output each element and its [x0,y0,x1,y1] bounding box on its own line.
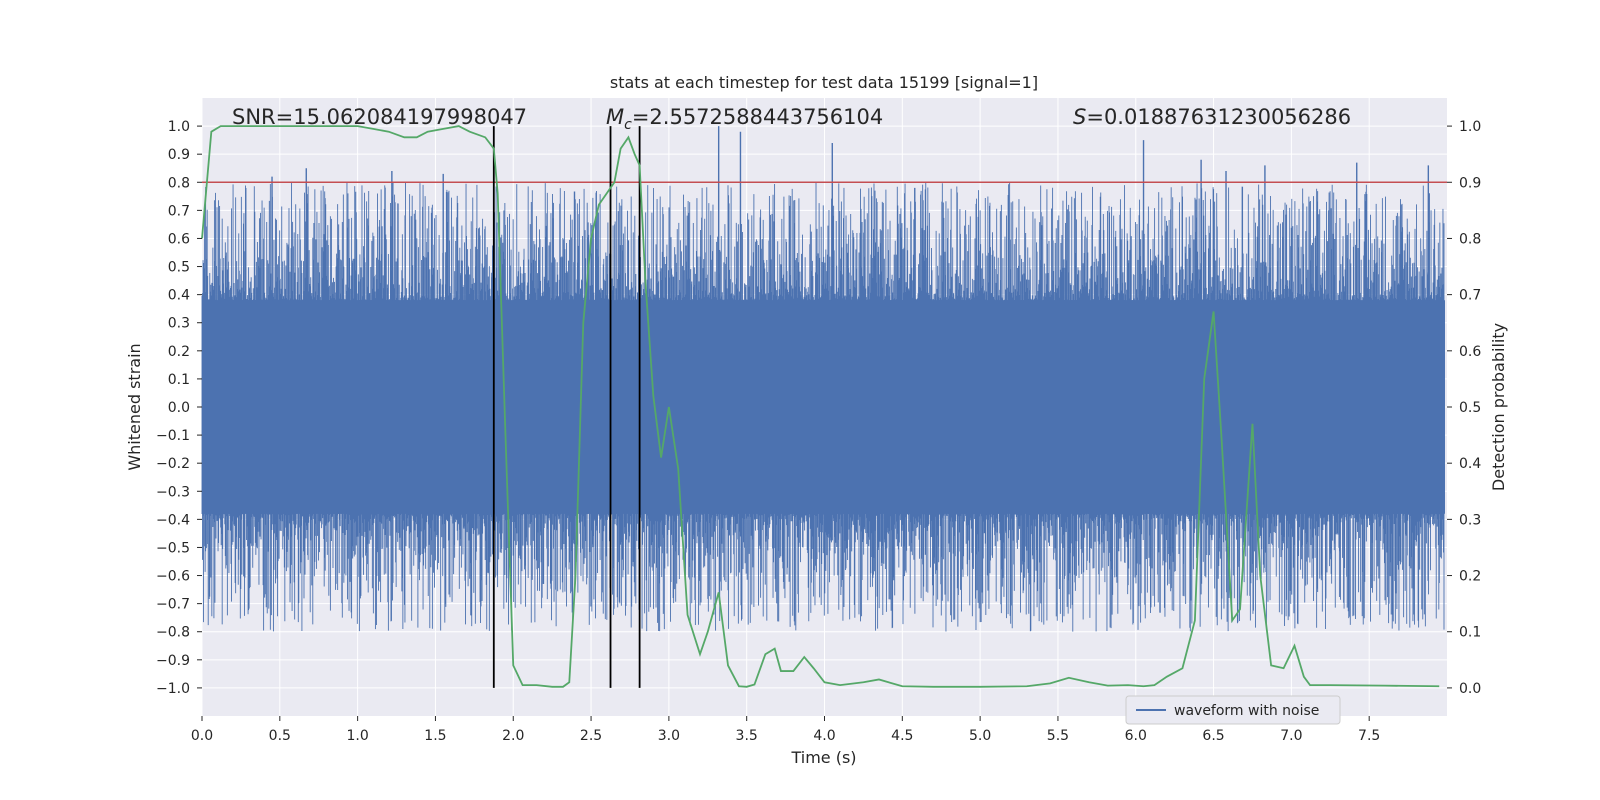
y-left-tick-label: −0.2 [156,456,190,472]
chirp-mass-value: =2.5572588443756104 [632,105,883,129]
x-tick-label: 7.0 [1280,728,1302,744]
waveform-with-noise-series [201,126,1445,632]
snr-annotation: SNR=15.062084197998047 [232,105,527,129]
y-left-tick-label: 0.6 [168,231,190,247]
y-right-tick-label: 0.7 [1459,288,1481,304]
y-right-tick-label: 0.8 [1459,231,1481,247]
x-tick-label: 2.5 [580,728,602,744]
x-tick-label: 4.0 [813,728,835,744]
x-axis-ticks: 0.0 0.5 1.0 1.5 2.0 2.5 3.0 3.5 4.0 4.5 5.0 5.5 6.0 6… [191,716,1380,744]
x-tick-label: 1.5 [424,728,446,744]
y-right-axis-label: Detection probability [1489,323,1508,491]
y-left-tick-label: 0.1 [168,372,190,388]
y-left-tick-label: 0.7 [168,203,190,219]
y-left-tick-label: 0.5 [168,260,190,276]
y-left-tick-label: 0.0 [168,400,190,416]
chirp-mass-subscript: c [624,117,632,133]
s-annotation: S=0.01887631230056286 [1073,105,1351,129]
x-tick-label: 3.0 [658,728,680,744]
x-tick-label: 6.5 [1202,728,1224,744]
y-left-tick-label: −0.1 [156,428,190,444]
noise-band [202,300,1445,514]
vertical-markers [492,126,641,688]
x-tick-label: 2.0 [502,728,524,744]
x-tick-label: 4.5 [891,728,913,744]
y-left-tick-label: −0.9 [156,653,190,669]
y-left-tick-label: −0.3 [156,484,190,500]
y-left-tick-label: −0.5 [156,540,190,556]
y-left-tick-label: 0.4 [168,288,190,304]
x-tick-label: 6.0 [1125,728,1147,744]
y-left-tick-label: −0.4 [156,512,190,528]
y-right-tick-label: 0.5 [1459,400,1481,416]
x-tick-label: 5.5 [1047,728,1069,744]
chirp-mass-annotation: Mc=2.5572588443756104 [606,105,883,133]
y-left-axis-ticks: 1.0 0.9 0.8 0.7 0.6 0.5 0.4 0.3 0.2 0.1 0.0 −0.1 −0.… [156,119,202,697]
y-left-tick-label: −1.0 [156,681,190,697]
legend-label: waveform with noise [1174,703,1319,719]
x-tick-label: 5.0 [969,728,991,744]
y-left-tick-label: 0.3 [168,316,190,332]
s-value: =0.01887631230056286 [1086,105,1351,129]
detection-probability-line [201,125,1440,688]
x-tick-label: 0.5 [269,728,291,744]
y-left-tick-label: 0.9 [168,147,190,163]
y-right-tick-label: 0.3 [1459,512,1481,528]
y-left-tick-label: −0.6 [156,569,190,585]
y-right-axis-ticks: 1.0 0.9 0.8 0.7 0.6 0.5 0.4 0.3 0.2 0.1 0.0 [1447,119,1481,697]
x-tick-label: 1.0 [346,728,368,744]
y-right-tick-label: 0.6 [1459,344,1481,360]
y-left-tick-label: 1.0 [168,119,190,135]
x-tick-label: 7.5 [1358,728,1380,744]
x-tick-label: 3.5 [736,728,758,744]
y-left-tick-label: 0.2 [168,344,190,360]
y-left-tick-label: 0.8 [168,175,190,191]
y-right-tick-label: 1.0 [1459,119,1481,135]
legend-box [1125,695,1341,725]
chart-title: stats at each timestep for test data 151… [610,73,1038,92]
y-right-tick-label: 0.4 [1459,456,1481,472]
y-right-tick-label: 0.0 [1459,681,1481,697]
chirp-mass-symbol: M [606,105,624,129]
y-right-tick-label: 0.2 [1459,569,1481,585]
y-left-tick-label: −0.8 [156,625,190,641]
y-right-tick-label: 0.1 [1459,625,1481,641]
y-left-tick-label: −0.7 [156,597,190,613]
x-axis-label: Time (s) [790,748,856,767]
x-tick-label: 0.0 [191,728,213,744]
legend: waveform with noise [1125,695,1341,725]
y-left-axis-label: Whitened strain [125,343,144,470]
y-right-tick-label: 0.9 [1459,175,1481,191]
s-symbol: S [1073,105,1086,129]
